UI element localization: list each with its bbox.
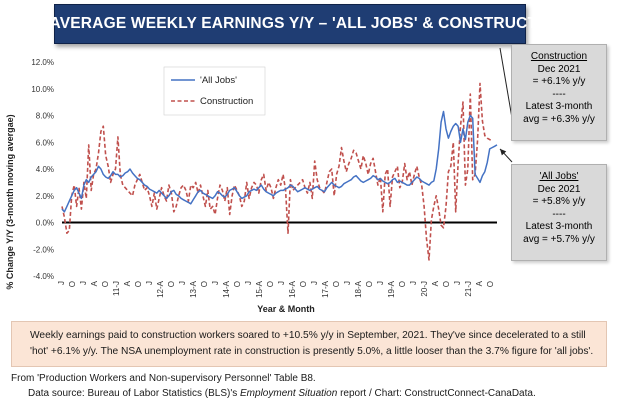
y-tick-label: 4.0%: [36, 165, 54, 174]
all-jobs-callout-value: = +5.8% y/y: [532, 196, 586, 208]
x-tick-label: J: [211, 281, 220, 285]
x-tick-label: 13-A: [189, 280, 198, 298]
construction-callout-avg-value: avg = +6.3% y/y: [523, 113, 595, 125]
source-report-name: Employment Situation: [240, 388, 338, 399]
x-tick-label: O: [200, 281, 209, 287]
commentary-text: Weekly earnings paid to construction wor…: [30, 330, 594, 357]
x-tick-label: 16-A: [288, 280, 297, 298]
x-tick-label: O: [486, 281, 495, 287]
y-axis-title: % Change Y/Y (3-month moving avergae): [5, 114, 15, 289]
x-tick-label: J: [79, 281, 88, 285]
construction-callout-separator: ----: [552, 88, 566, 100]
x-tick-label: J: [145, 281, 154, 285]
legend-label-construction: Construction: [200, 96, 253, 107]
series-line-construction: [61, 82, 493, 261]
x-tick-label: A: [123, 280, 132, 286]
x-tick-label: 14-A: [222, 280, 231, 298]
y-tick-label: -2.0%: [33, 245, 54, 254]
x-tick-label: 20-J: [420, 281, 429, 297]
x-tick-label: A: [475, 280, 484, 286]
x-tick-label: O: [442, 281, 451, 287]
source-prefix: Data source: Bureau of Labor Statistics …: [28, 388, 241, 399]
x-tick-label: 18-A: [354, 280, 363, 298]
x-tick-label: O: [398, 281, 407, 287]
construction-callout-date: Dec 2021: [537, 63, 581, 75]
x-tick-label: J: [343, 281, 352, 285]
construction-callout: Construction Dec 2021 = +6.1% y/y ---- L…: [511, 44, 607, 141]
x-tick-label: 19-A: [387, 280, 396, 298]
chart-area: 12.0% 10.0% 8.0% 6.0% 4.0% 2.0% 0.0% -2.0% -4.0%…: [5, 48, 513, 314]
x-tick-label: O: [167, 281, 176, 287]
x-tick-label: 11-J: [112, 281, 121, 296]
x-tick-label: O: [134, 281, 143, 287]
x-tick-label: J: [310, 281, 319, 285]
legend-frame: [163, 66, 266, 116]
y-tick-label: 12.0%: [31, 58, 54, 67]
title-banner: U.S. AVERAGE WEEKLY EARNINGS Y/Y – 'ALL …: [15, 4, 565, 44]
legend-label-all-jobs: 'All Jobs': [200, 75, 237, 86]
x-tick-label: J: [376, 281, 385, 285]
x-tick-label: O: [233, 281, 242, 287]
y-tick-label: 0.0%: [36, 219, 54, 228]
all-jobs-callout-separator: ----: [552, 208, 566, 220]
construction-callout-value: = +6.1% y/y: [532, 76, 586, 88]
all-jobs-callout-date: Dec 2021: [537, 183, 581, 195]
x-tick-label: 17-A: [321, 280, 330, 298]
x-axis-title: Year & Month: [257, 304, 315, 314]
x-tick-label: O: [299, 281, 308, 287]
y-tick-label: 10.0%: [31, 85, 54, 94]
source-line-2: Data source: Bureau of Labor Statistics …: [28, 388, 536, 399]
y-tick-label: 6.0%: [36, 138, 54, 147]
x-tick-label: J: [277, 281, 286, 285]
x-tick-label: A: [90, 280, 99, 286]
x-tick-label: O: [266, 281, 275, 287]
arrow-to-construction: [499, 48, 513, 119]
all-jobs-callout-avg-value: avg = +5.7% y/y: [523, 233, 595, 245]
arrow-to-all-jobs-head: [500, 148, 507, 156]
x-axis: J O J A O 11-J A O J 12-A O J 13-A O J 14-A O J 15-A O J 16-A…: [57, 280, 495, 298]
x-tick-label: O: [332, 281, 341, 287]
x-tick-label: J: [453, 281, 462, 285]
source-suffix: report / Chart: ConstructConnect-CanaDat…: [337, 388, 536, 399]
source-line-1: From 'Production Workers and Non-supervi…: [11, 373, 316, 384]
series-group: [61, 82, 498, 261]
series-line-all-jobs: [61, 110, 498, 213]
x-tick-label: 21-J: [464, 281, 473, 297]
x-tick-label: O: [365, 281, 374, 287]
all-jobs-callout: 'All Jobs' Dec 2021 = +5.8% y/y ---- Lat…: [511, 164, 607, 261]
y-tick-label: 2.0%: [36, 192, 54, 201]
all-jobs-callout-avg-label: Latest 3-month: [525, 221, 593, 233]
x-tick-label: J: [57, 281, 66, 285]
x-tick-label: J: [244, 281, 253, 285]
all-jobs-callout-head: 'All Jobs': [539, 171, 579, 182]
construction-callout-avg-label: Latest 3-month: [525, 101, 593, 113]
x-tick-label: J: [178, 281, 187, 285]
commentary-note: Weekly earnings paid to construction wor…: [11, 321, 607, 367]
chart-title: U.S. AVERAGE WEEKLY EARNINGS Y/Y – 'ALL …: [14, 15, 566, 32]
y-tick-label: 8.0%: [36, 112, 54, 121]
construction-callout-head: Construction: [530, 51, 588, 62]
x-tick-label: J: [409, 281, 418, 285]
x-tick-label: 12-A: [156, 280, 165, 298]
x-tick-label: O: [68, 281, 77, 287]
x-tick-label: A: [431, 280, 440, 286]
callout-arrows: [499, 48, 513, 163]
x-tick-label: O: [101, 281, 110, 287]
y-tick-label: -4.0%: [33, 272, 54, 281]
x-tick-label: 15-A: [255, 280, 264, 298]
y-axis: 12.0% 10.0% 8.0% 6.0% 4.0% 2.0% 0.0% -2.0% -4.0%: [31, 58, 54, 281]
legend: 'All Jobs' Construction: [163, 66, 266, 116]
